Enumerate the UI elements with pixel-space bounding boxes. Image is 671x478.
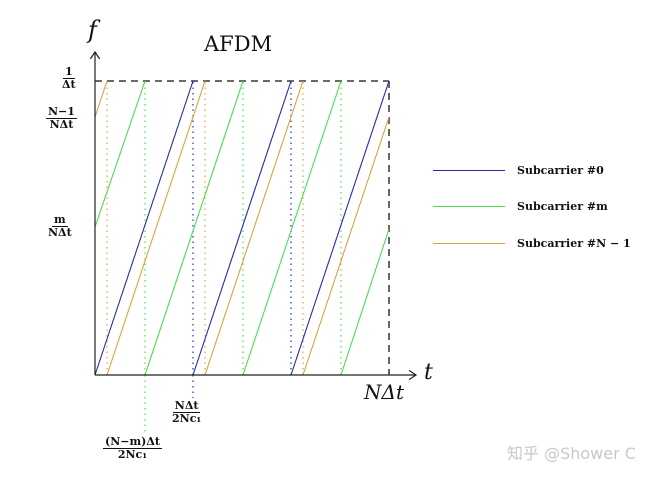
y-tick-m: m NΔt [48, 213, 72, 239]
x-end-label: NΔt [364, 380, 404, 404]
chart-title: AFDM [204, 32, 273, 56]
x-tick-n-m-dt: (N−m)Δt 2Nc₁ [103, 435, 162, 461]
legend-line-blue [433, 170, 505, 171]
subcarrier-0-lines [94, 80, 390, 376]
legend-line-orange [433, 243, 505, 244]
y-tick-1-over-dt: 1 Δt [62, 65, 76, 91]
x-tick-n-dt: NΔt 2Nc₁ [172, 399, 202, 425]
y-axis-label: f [88, 16, 97, 44]
legend-line-green [433, 206, 505, 207]
x-axis-label: t [424, 360, 433, 385]
y-tick-n-1: N−1 NΔt [46, 105, 77, 131]
subcarrier-n-1-lines [94, 80, 390, 376]
legend-subcarrier-m: Subcarrier #m [433, 200, 608, 213]
legend-subcarrier-n-1: Subcarrier #N − 1 [433, 237, 631, 250]
watermark: 知乎 @Shower C [507, 444, 636, 463]
subcarrier-m-lines [94, 80, 390, 376]
legend-subcarrier-0: Subcarrier #0 [433, 164, 604, 177]
